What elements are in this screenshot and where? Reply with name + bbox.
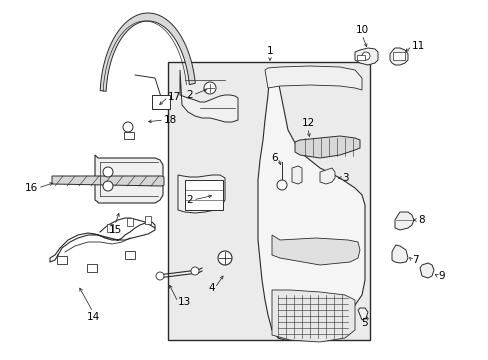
Text: 14: 14 — [86, 312, 100, 322]
Bar — [125, 251, 135, 259]
Bar — [124, 132, 134, 139]
Bar — [356, 55, 364, 60]
Circle shape — [361, 52, 369, 60]
Text: 12: 12 — [301, 118, 314, 128]
Bar — [145, 216, 151, 224]
Polygon shape — [291, 166, 302, 184]
Text: 2: 2 — [186, 90, 193, 100]
Text: 3: 3 — [341, 173, 348, 183]
Text: 11: 11 — [411, 41, 425, 51]
Text: 5: 5 — [361, 318, 367, 328]
Text: 18: 18 — [163, 115, 177, 125]
Text: 2: 2 — [186, 195, 193, 205]
Circle shape — [276, 180, 286, 190]
Circle shape — [156, 272, 163, 280]
Polygon shape — [178, 175, 224, 213]
Polygon shape — [95, 155, 163, 203]
Text: 16: 16 — [25, 183, 38, 193]
Text: 6: 6 — [271, 153, 278, 163]
Polygon shape — [319, 168, 334, 184]
Bar — [392, 52, 404, 60]
Circle shape — [218, 251, 231, 265]
Polygon shape — [264, 66, 361, 90]
Polygon shape — [394, 212, 413, 230]
Bar — [152, 95, 170, 109]
Bar — [127, 218, 133, 226]
Bar — [184, 180, 223, 210]
Text: 17: 17 — [168, 92, 181, 102]
Polygon shape — [294, 136, 359, 158]
Circle shape — [123, 122, 133, 132]
Bar — [87, 264, 97, 272]
Polygon shape — [357, 308, 367, 320]
Polygon shape — [180, 70, 238, 122]
Circle shape — [191, 267, 199, 275]
Polygon shape — [419, 263, 433, 278]
Bar — [168, 62, 369, 340]
Text: 7: 7 — [411, 255, 418, 265]
Polygon shape — [389, 48, 407, 65]
Text: 15: 15 — [108, 225, 122, 235]
Text: 9: 9 — [437, 271, 444, 281]
Polygon shape — [100, 13, 195, 91]
Circle shape — [103, 181, 113, 191]
Polygon shape — [354, 48, 377, 65]
Polygon shape — [258, 70, 364, 340]
Bar — [107, 224, 113, 232]
Bar — [57, 256, 67, 264]
Text: 1: 1 — [266, 46, 273, 56]
Text: 8: 8 — [417, 215, 424, 225]
Circle shape — [103, 167, 113, 177]
Polygon shape — [391, 245, 407, 263]
Circle shape — [203, 82, 216, 94]
Text: 10: 10 — [355, 25, 368, 35]
Text: 4: 4 — [208, 283, 215, 293]
Polygon shape — [52, 176, 163, 186]
Polygon shape — [271, 290, 354, 342]
Text: 13: 13 — [178, 297, 191, 307]
Polygon shape — [271, 235, 359, 265]
